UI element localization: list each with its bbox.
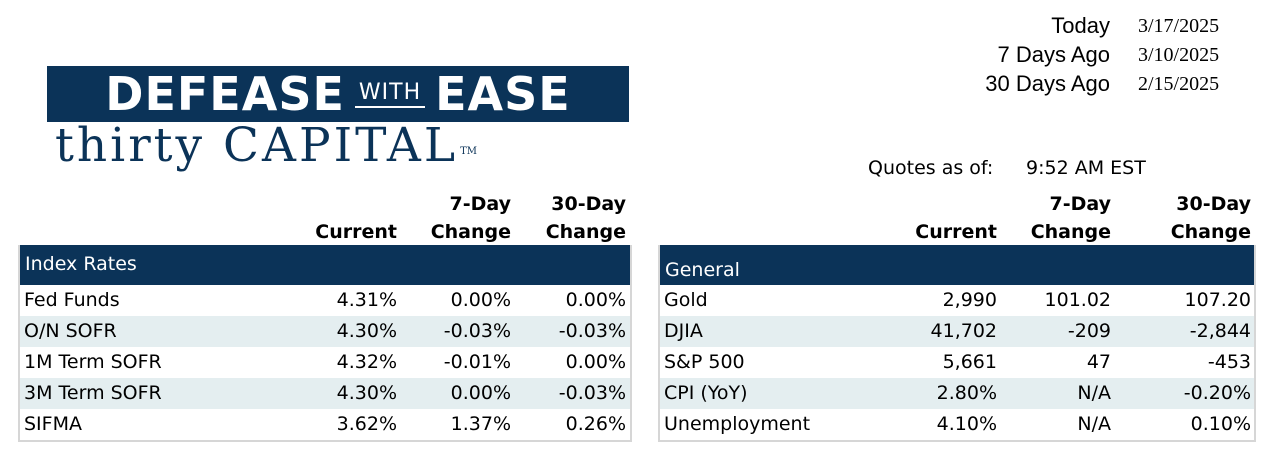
table-row: DJIA 41,702 -209 -2,844 — [660, 316, 1254, 347]
cell-change7: N/A — [1077, 413, 1111, 435]
cell-change7: -0.03% — [443, 320, 511, 342]
date-label-7days: 7 Days Ago — [997, 42, 1110, 67]
logo-trademark: TM — [460, 146, 477, 157]
cell-change30: -0.03% — [558, 320, 626, 342]
cell-name: S&P 500 — [664, 351, 745, 373]
cell-current: 5,661 — [942, 351, 997, 373]
cell-change7: N/A — [1077, 382, 1111, 404]
cell-name: 3M Term SOFR — [24, 382, 162, 404]
table-row: SIFMA 3.62% 1.37% 0.26% — [20, 409, 630, 440]
date-value-today: 3/17/2025 — [1138, 15, 1220, 37]
general-frame — [658, 245, 1256, 442]
index-rates-frame — [18, 245, 632, 442]
table-row: Fed Funds 4.31% 0.00% 0.00% — [20, 285, 630, 316]
date-value-7days: 3/10/2025 — [1138, 44, 1220, 66]
cell-change30: -0.20% — [1183, 382, 1251, 404]
cell-change7: -0.01% — [443, 351, 511, 373]
header-30day-top: 30-Day — [551, 193, 626, 215]
cell-change30: -2,844 — [1189, 320, 1251, 342]
cell-change30: -0.03% — [558, 382, 626, 404]
table-row: Gold 2,990 101.02 107.20 — [660, 285, 1254, 316]
cell-change7: 101.02 — [1044, 289, 1111, 311]
table-row: 1M Term SOFR 4.32% -0.01% 0.00% — [20, 347, 630, 378]
cell-current: 2.80% — [936, 382, 997, 404]
cell-current: 4.30% — [336, 320, 397, 342]
header-7day-bottom: Change — [430, 221, 511, 243]
table-row: 3M Term SOFR 4.30% 0.00% -0.03% — [20, 378, 630, 409]
quotes-label: Quotes as of: — [868, 157, 994, 179]
cell-current: 4.31% — [336, 289, 397, 311]
logo-tagline: thirty CAPITAL TM — [55, 116, 635, 176]
cell-current: 41,702 — [930, 320, 997, 342]
cell-name: SIFMA — [24, 413, 82, 435]
cell-name: 1M Term SOFR — [24, 351, 162, 373]
cell-change7: -209 — [1067, 320, 1111, 342]
logo-banner: DEFEASE WITH EASE — [47, 66, 629, 122]
cell-change7: 0.00% — [450, 289, 511, 311]
cell-change30: 0.10% — [1190, 413, 1251, 435]
cell-name: Unemployment — [664, 413, 811, 435]
header-current: Current — [315, 221, 397, 243]
cell-name: Fed Funds — [24, 289, 120, 311]
cell-name: Gold — [664, 289, 708, 311]
logo-word-with: WITH — [354, 80, 426, 108]
cell-change7: 0.00% — [450, 382, 511, 404]
date-value-30days: 2/15/2025 — [1138, 73, 1220, 95]
general-band: General — [660, 245, 1254, 285]
cell-name: CPI (YoY) — [664, 382, 748, 404]
cell-current: 4.10% — [936, 413, 997, 435]
cell-change30: -453 — [1207, 351, 1251, 373]
cell-current: 3.62% — [336, 413, 397, 435]
cell-change30: 0.00% — [565, 351, 626, 373]
quotes-time: 9:52 AM EST — [1026, 157, 1146, 179]
cell-current: 4.32% — [336, 351, 397, 373]
cell-name: DJIA — [664, 320, 703, 342]
index-rates-title: Index Rates — [25, 253, 137, 275]
cell-change30: 0.26% — [565, 413, 626, 435]
header-30day-top: 30-Day — [1176, 193, 1251, 215]
cell-change7: 47 — [1086, 351, 1111, 373]
cell-change7: 1.37% — [450, 413, 511, 435]
logo-word-ease: EASE — [435, 67, 571, 121]
header-7day-bottom: Change — [1030, 221, 1111, 243]
cell-current: 4.30% — [336, 382, 397, 404]
logo-tagline-text: thirty CAPITAL — [55, 118, 459, 173]
table-row: CPI (YoY) 2.80% N/A -0.20% — [660, 378, 1254, 409]
table-row: Unemployment 4.10% N/A 0.10% — [660, 409, 1254, 440]
table-row: S&P 500 5,661 47 -453 — [660, 347, 1254, 378]
cell-change30: 0.00% — [565, 289, 626, 311]
cell-current: 2,990 — [942, 289, 997, 311]
header-7day-top: 7-Day — [449, 193, 512, 215]
table-row: O/N SOFR 4.30% -0.03% -0.03% — [20, 316, 630, 347]
general-title: General — [665, 259, 740, 281]
header-30day-bottom: Change — [1170, 221, 1251, 243]
index-rates-band: Index Rates — [20, 245, 630, 285]
header-7day-top: 7-Day — [1049, 193, 1112, 215]
header-30day-bottom: Change — [545, 221, 626, 243]
cell-name: O/N SOFR — [24, 320, 117, 342]
cell-change30: 107.20 — [1184, 289, 1251, 311]
date-label-30days: 30 Days Ago — [985, 71, 1110, 96]
date-label-today: Today — [1051, 13, 1110, 38]
header-current: Current — [915, 221, 997, 243]
logo-word-defease: DEFEASE — [105, 67, 345, 121]
